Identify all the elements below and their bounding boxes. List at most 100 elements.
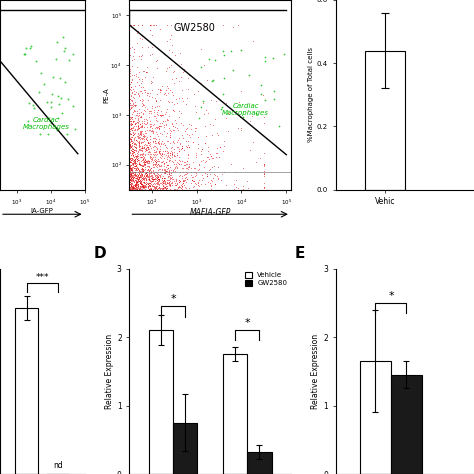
- Point: [177, 73, 184, 81]
- Point: [186, 133, 194, 141]
- Point: [135, 119, 142, 127]
- Point: [134, 116, 141, 123]
- Point: [128, 166, 136, 173]
- Point: [131, 101, 139, 109]
- Point: [25, 99, 32, 107]
- Point: [137, 170, 145, 177]
- Point: [143, 90, 151, 97]
- Point: [126, 181, 134, 188]
- Point: [129, 183, 137, 191]
- Point: [183, 175, 191, 182]
- Point: [164, 89, 172, 97]
- Point: [128, 126, 136, 134]
- Point: [130, 181, 138, 189]
- Point: [152, 181, 159, 188]
- Point: [130, 134, 138, 141]
- Point: [139, 165, 146, 173]
- Point: [126, 90, 133, 98]
- Point: [126, 39, 133, 46]
- Point: [175, 176, 183, 184]
- Point: [260, 160, 268, 167]
- Point: [136, 75, 143, 83]
- Point: [130, 158, 138, 166]
- Point: [144, 144, 152, 151]
- Point: [137, 172, 145, 180]
- Point: [165, 172, 173, 180]
- Point: [166, 154, 174, 162]
- Point: [127, 169, 135, 176]
- Point: [182, 100, 190, 108]
- Point: [128, 78, 135, 86]
- Point: [126, 164, 134, 172]
- Point: [126, 141, 134, 148]
- Point: [147, 127, 155, 135]
- Point: [197, 79, 205, 87]
- Point: [127, 125, 135, 133]
- Point: [161, 183, 168, 191]
- Point: [165, 179, 173, 187]
- Point: [171, 181, 179, 189]
- Text: D: D: [94, 246, 107, 261]
- Point: [128, 161, 136, 168]
- Point: [54, 92, 61, 100]
- Point: [177, 119, 184, 127]
- Point: [126, 158, 134, 166]
- Point: [137, 145, 145, 152]
- Point: [160, 176, 167, 183]
- Point: [62, 78, 69, 86]
- Point: [137, 161, 144, 169]
- Point: [132, 171, 139, 179]
- Point: [168, 119, 176, 127]
- Point: [135, 173, 143, 181]
- Point: [130, 183, 137, 191]
- Point: [208, 177, 216, 184]
- Point: [140, 159, 148, 167]
- Point: [153, 161, 160, 168]
- Point: [216, 144, 223, 151]
- Point: [131, 170, 139, 177]
- Point: [153, 57, 160, 65]
- Point: [178, 174, 186, 182]
- Point: [128, 137, 136, 145]
- Point: [136, 141, 143, 149]
- Point: [155, 124, 163, 131]
- Point: [126, 168, 133, 175]
- Point: [179, 185, 186, 193]
- Point: [211, 91, 219, 98]
- Point: [163, 149, 171, 156]
- Point: [183, 94, 191, 101]
- Point: [165, 171, 173, 178]
- Point: [140, 123, 147, 130]
- Point: [137, 87, 145, 95]
- Point: [138, 165, 146, 173]
- Point: [147, 79, 155, 86]
- Point: [166, 133, 174, 140]
- Point: [140, 172, 147, 179]
- Point: [210, 163, 218, 170]
- Point: [143, 157, 151, 164]
- Point: [146, 21, 154, 29]
- Point: [128, 78, 135, 85]
- Point: [148, 178, 155, 185]
- Point: [206, 165, 214, 173]
- Point: [133, 155, 140, 163]
- Point: [149, 180, 157, 187]
- Point: [133, 184, 141, 192]
- Point: [127, 135, 134, 143]
- Point: [220, 51, 228, 59]
- Point: [126, 134, 134, 142]
- Point: [139, 161, 147, 168]
- Point: [169, 127, 176, 134]
- Point: [128, 124, 135, 132]
- Point: [164, 179, 171, 187]
- Point: [151, 137, 159, 145]
- Point: [176, 157, 183, 165]
- Point: [126, 185, 134, 193]
- Point: [132, 177, 139, 184]
- Point: [129, 185, 137, 192]
- Point: [130, 21, 137, 29]
- Text: nd: nd: [53, 461, 63, 470]
- Point: [171, 67, 178, 75]
- Point: [145, 182, 153, 190]
- Point: [136, 185, 144, 193]
